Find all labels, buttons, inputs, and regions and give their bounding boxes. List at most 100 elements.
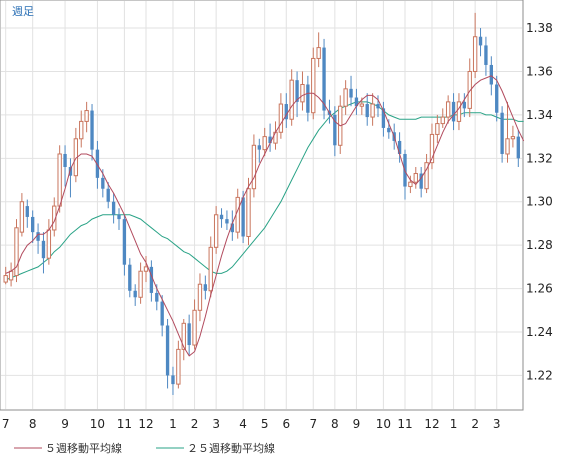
x-tick-label: 7 <box>2 417 10 431</box>
y-tick-label: 1.24 <box>526 325 553 339</box>
x-tick-label: 6 <box>282 417 290 431</box>
ma5-series <box>5 75 525 357</box>
candle-down <box>397 140 402 154</box>
candle-up <box>370 103 375 118</box>
candle-down <box>257 145 261 150</box>
candle-down <box>484 45 488 65</box>
candle-down <box>117 214 121 220</box>
candle-down <box>495 84 499 113</box>
candle-down <box>268 136 272 144</box>
legend: ５週移動平均線 ２５週移動平均線 <box>14 441 275 455</box>
candle-down <box>230 223 234 233</box>
candle-down <box>171 375 175 385</box>
candle-down <box>41 240 46 259</box>
candle-down <box>187 323 191 346</box>
candle-down <box>306 84 310 113</box>
x-tick-label: 3 <box>493 417 501 431</box>
candle-down <box>219 214 224 220</box>
x-tick-label: 11 <box>397 417 412 431</box>
x-tick-label: 5 <box>261 417 269 431</box>
candle-down <box>203 284 208 291</box>
candle-down <box>160 301 164 326</box>
candle-down <box>106 188 110 202</box>
candle-up <box>192 309 197 346</box>
candle-down <box>376 104 380 109</box>
candle-up <box>343 88 348 107</box>
candle-up <box>429 133 435 164</box>
candle-up <box>251 144 257 190</box>
candle-down <box>149 266 154 293</box>
candle-down <box>365 104 369 118</box>
x-tick-label: 3 <box>212 417 220 431</box>
y-tick-label: 1.26 <box>526 282 553 296</box>
candle-down <box>284 104 288 120</box>
candle-down <box>36 232 40 241</box>
candle-down <box>111 201 116 215</box>
candle-down <box>381 108 386 128</box>
candle-down <box>90 110 94 150</box>
candle-down <box>165 325 170 376</box>
candle-up <box>413 173 418 183</box>
candle-up <box>505 138 510 155</box>
candle-up <box>79 120 84 140</box>
y-tick-label: 1.30 <box>526 195 553 209</box>
x-tick-label: 1 <box>169 417 177 431</box>
candle-up <box>289 79 294 120</box>
x-tick-label: 7 <box>309 417 317 431</box>
candle-down <box>322 47 326 111</box>
x-tick-label: 2 <box>471 417 479 431</box>
legend-ma5-label: ５週移動平均線 <box>45 441 122 455</box>
candle-down <box>241 197 245 237</box>
x-tick-label: 2 <box>191 417 199 431</box>
candle-up <box>176 348 181 385</box>
candle-down <box>516 136 520 159</box>
candle-down <box>25 206 29 217</box>
candle-up <box>311 57 316 114</box>
candle-down <box>489 64 493 85</box>
candle-down <box>95 149 100 178</box>
candle-down <box>133 290 137 298</box>
x-tick-label: 8 <box>29 417 37 431</box>
candle-down <box>155 292 159 302</box>
candle-down <box>68 167 73 176</box>
period-label: 週足 <box>12 5 34 18</box>
candle-down <box>349 88 353 98</box>
x-tick-label: 12 <box>138 417 153 431</box>
candle-down <box>128 264 132 291</box>
candle-up <box>445 101 451 118</box>
candle-up <box>181 322 186 350</box>
y-tick-label: 1.22 <box>526 368 553 382</box>
candle-down <box>101 177 105 189</box>
candle-down <box>63 153 67 168</box>
x-tick-label: 10 <box>90 417 105 431</box>
candle-up <box>408 181 413 188</box>
candle-up <box>467 70 472 109</box>
candle-down <box>419 173 423 189</box>
candle-up <box>14 227 19 277</box>
candle-down <box>31 216 35 233</box>
candle-up <box>316 47 321 59</box>
candle-up <box>510 136 516 140</box>
y-tick-label: 1.36 <box>526 64 553 78</box>
candle-up <box>440 116 445 125</box>
candle-down <box>500 112 504 154</box>
x-tick-label: 4 <box>239 417 247 431</box>
y-tick-label: 1.38 <box>526 21 553 35</box>
candle-down <box>333 114 337 146</box>
candle-up <box>300 84 305 103</box>
x-tick-label: 9 <box>61 417 69 431</box>
candle-up <box>3 275 8 283</box>
candle-down <box>387 127 391 133</box>
candle-up <box>46 229 52 259</box>
y-tick-label: 1.32 <box>526 151 553 165</box>
candle-up <box>213 214 219 248</box>
candle-down <box>354 97 359 107</box>
x-tick-label: 11 <box>117 417 132 431</box>
candle-up <box>235 196 240 233</box>
y-axis: 1.38 1.36 1.34 1.32 1.30 1.28 1.26 1.24 1.22 <box>526 21 553 382</box>
candle-up <box>359 103 364 107</box>
candle-up <box>262 136 267 151</box>
y-tick-label: 1.34 <box>526 108 553 122</box>
candle-up <box>472 36 478 72</box>
